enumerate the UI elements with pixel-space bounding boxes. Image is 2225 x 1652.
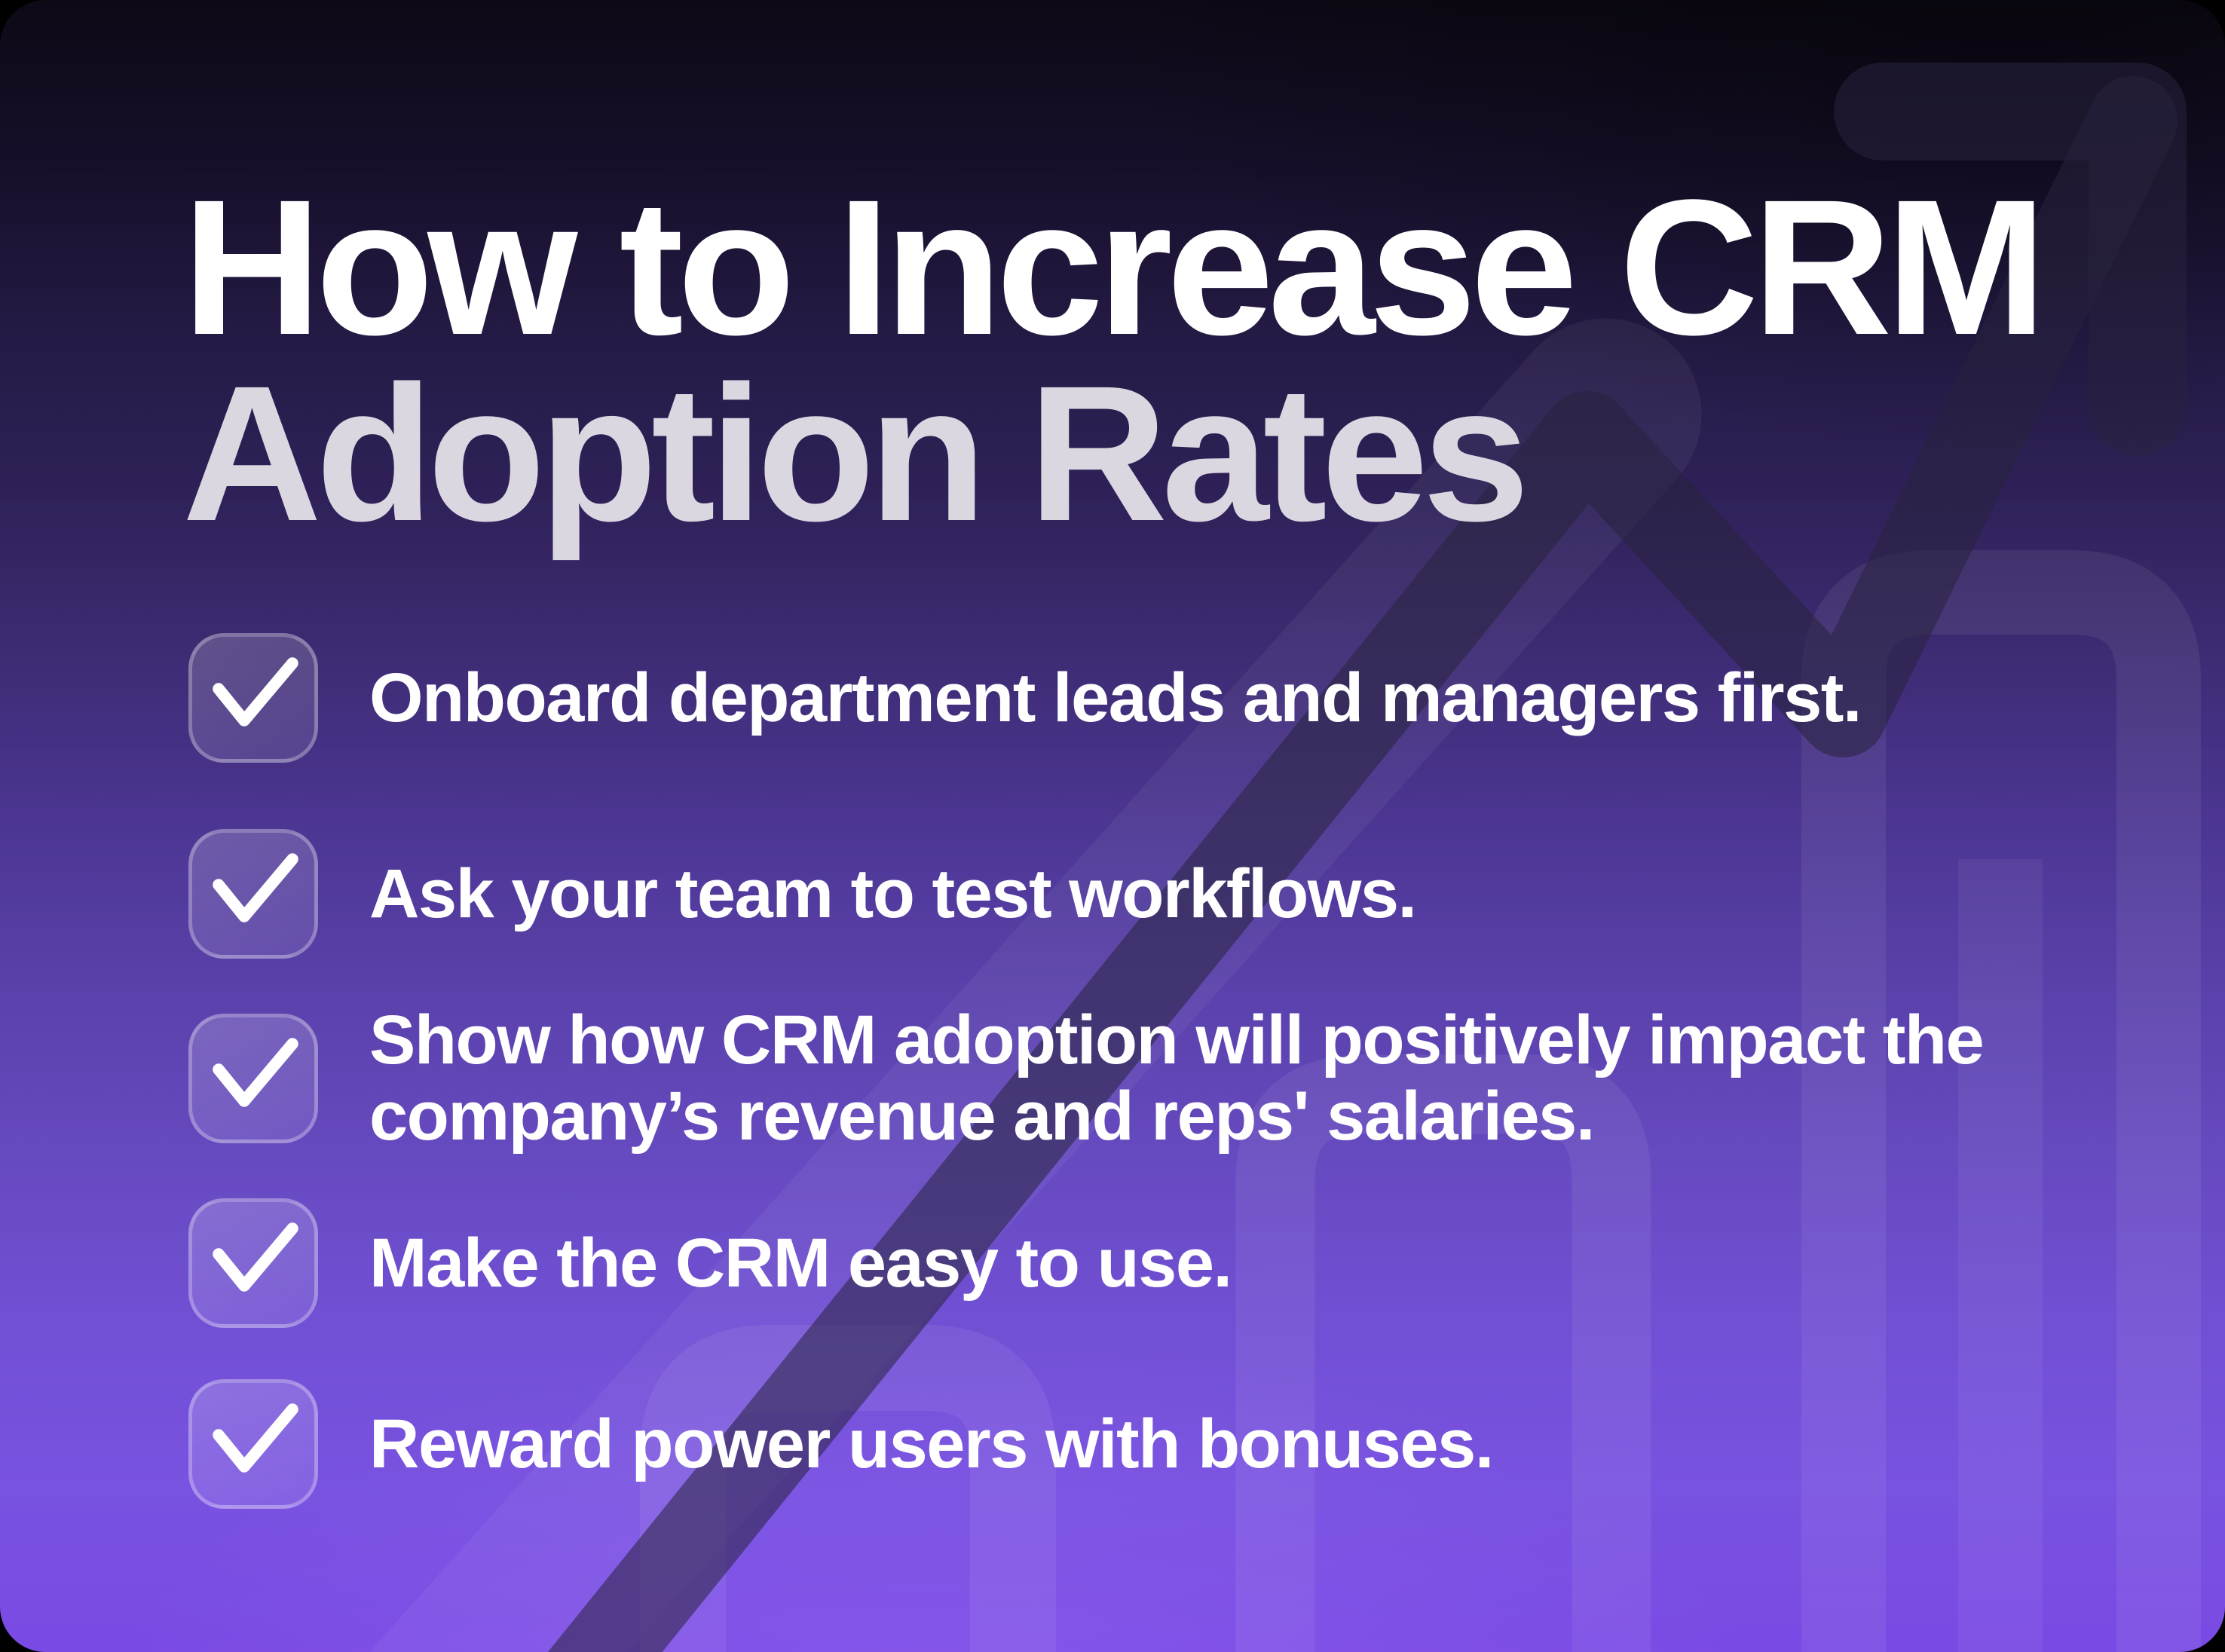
checklist-item-label: Make the CRM easy to use.	[369, 1224, 1232, 1302]
checkbox-tile	[188, 1379, 318, 1509]
page-title: How to Increase CRM Adoption Rates	[182, 160, 2046, 561]
trending-up-line	[547, 76, 2178, 1652]
checkmark-icon	[213, 657, 298, 727]
checkmark-icon	[213, 1038, 298, 1107]
bar-chart-bar-medium	[1235, 1054, 1651, 1652]
checklist-item: Reward power users with bonuses.	[188, 1379, 2058, 1509]
checkmark-icon	[213, 1403, 298, 1473]
checkbox-tile	[188, 633, 318, 763]
checklist-item: Show how CRM adoption will positively im…	[188, 1002, 2058, 1155]
title-line-2: Adoption Rates	[182, 346, 1530, 561]
title-line-1: How to Increase CRM	[182, 160, 2046, 375]
checkmark-icon	[213, 1222, 298, 1292]
checklist-item: Make the CRM easy to use.	[188, 1198, 2058, 1328]
checkmark-icon	[213, 853, 298, 922]
checklist-item-label: Ask your team to test workflows.	[369, 855, 1417, 932]
checklist-item-label: Onboard department leads and managers fi…	[369, 659, 1862, 736]
checkbox-tile	[188, 1198, 318, 1328]
checklist-item: Ask your team to test workflows.	[188, 829, 2058, 959]
bar-chart-bar-stripe	[1958, 859, 2043, 1652]
trending-up-arrow-head-icon	[1834, 63, 2187, 456]
checklist: Onboard department leads and managers fi…	[188, 633, 2058, 1509]
checklist-item: Onboard department leads and managers fi…	[188, 633, 2058, 763]
checklist-item-label: Show how CRM adoption will positively im…	[369, 1002, 1985, 1155]
checkbox-tile	[188, 829, 318, 959]
checklist-item-label: Reward power users with bonuses.	[369, 1405, 1494, 1482]
checkbox-tile	[188, 1014, 318, 1143]
